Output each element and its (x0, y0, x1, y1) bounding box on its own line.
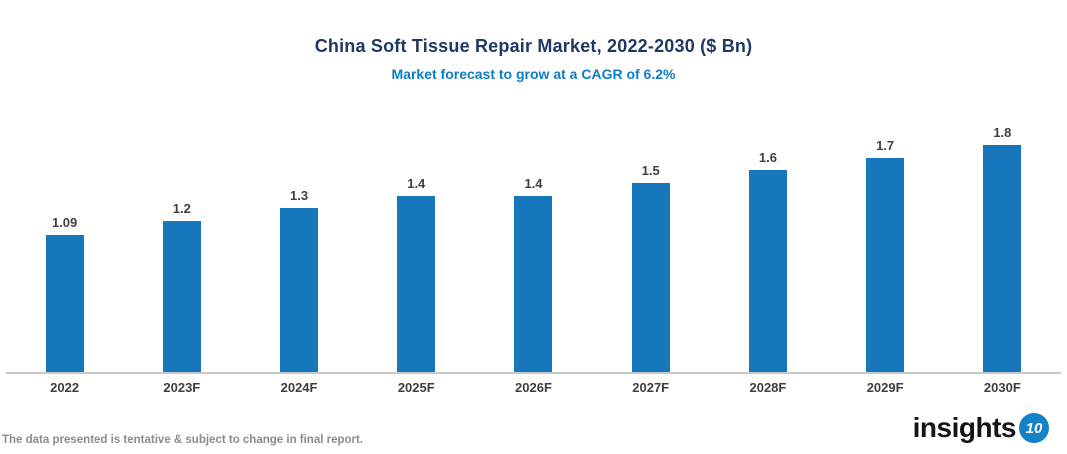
bar (45, 235, 84, 372)
bar-column: 1.4 (358, 110, 475, 372)
chart-title: China Soft Tissue Repair Market, 2022-20… (314, 36, 753, 56)
bar-column: 1.8 (944, 110, 1061, 372)
footer-disclaimer: The data presented is tentative & subjec… (2, 434, 364, 446)
bar (162, 221, 201, 372)
bar (866, 158, 905, 372)
x-axis-tick-label: 2029F (866, 380, 904, 395)
logo-wordmark: insights (912, 412, 1017, 443)
bar-column: 1.5 (592, 110, 709, 372)
bar (280, 208, 319, 372)
insights10-logo: insights 10 (913, 412, 1049, 444)
bar-value-label: 1.8 (993, 125, 1012, 140)
x-axis-tick-label: 2027F (632, 380, 670, 395)
chart-subtitle: Market forecast to grow at a CAGR of 6.2… (391, 66, 676, 82)
bar-value-label: 1.09 (51, 215, 78, 230)
x-axis-tick-label: 2022 (50, 380, 80, 395)
bar (983, 145, 1022, 372)
x-axis-labels: 2022 2023F 2024F 2025F 2026F 2027F 2028F 2029F 2… (6, 380, 1061, 395)
bar-value-label: 1.4 (407, 176, 426, 191)
bar-column: 1.2 (123, 110, 240, 372)
bar-column: 1.3 (240, 110, 357, 372)
bar-value-label: 1.5 (641, 163, 660, 178)
bar (514, 196, 553, 372)
bar-value-label: 1.7 (876, 138, 895, 153)
bar-column: 1.09 (6, 110, 123, 372)
bar-column: 1.4 (475, 110, 592, 372)
bar-value-label: 1.3 (290, 188, 309, 203)
title-block: China Soft Tissue Repair Market, 2022-20… (0, 0, 1067, 82)
bar (748, 170, 787, 372)
x-axis-tick-label: 2025F (397, 380, 435, 395)
bar (631, 183, 670, 372)
bar-value-label: 1.2 (172, 201, 191, 216)
x-axis-tick-label: 2030F (983, 380, 1021, 395)
bar-column: 1.6 (709, 110, 826, 372)
x-axis-tick-label: 2026F (515, 380, 552, 395)
x-axis-tick-label: 2024F (280, 380, 318, 395)
x-axis-tick-label: 2028F (749, 380, 787, 395)
x-axis-tick-label: 2023F (163, 380, 201, 395)
bar-chart-plot-area: 1.09 1.2 1.3 1.4 1.4 1.5 1.6 1.7 1.8 (6, 110, 1061, 374)
logo-badge-10: 10 (1019, 413, 1049, 443)
bar-column: 1.7 (827, 110, 944, 372)
bar-value-label: 1.6 (758, 150, 777, 165)
bar-value-label: 1.4 (524, 176, 543, 191)
bar (397, 196, 436, 372)
